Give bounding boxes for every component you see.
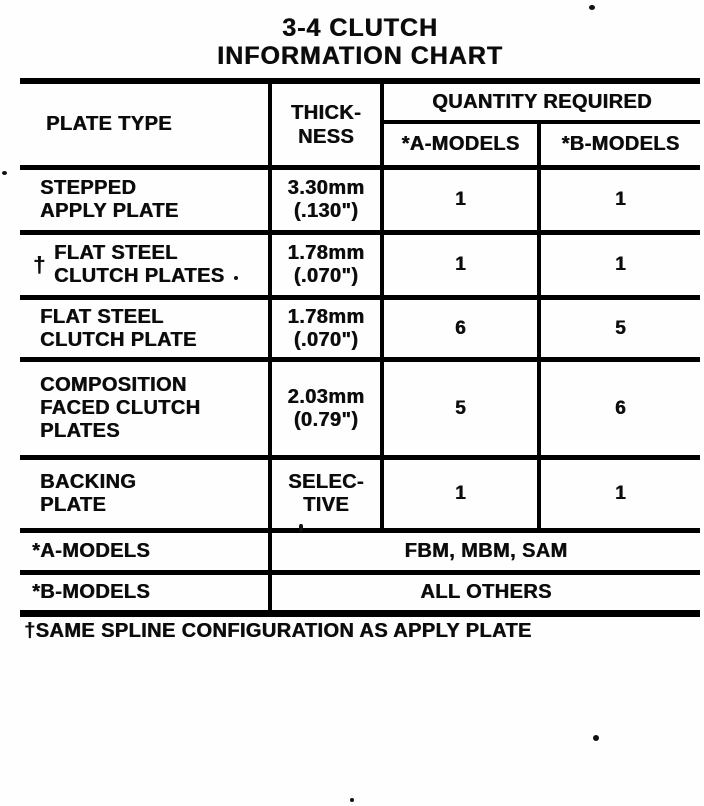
table-row: FLAT STEEL CLUTCH PLATE 1.78mm (.070") 6…: [20, 300, 700, 362]
scan-speck: [350, 798, 354, 802]
table-row-b-models: *B-MODELS ALL OTHERS: [20, 575, 700, 617]
model-value-cell: ALL OTHERS: [420, 581, 552, 603]
qty-b-cell: 1: [615, 254, 626, 275]
qty-a-cell: 1: [384, 170, 541, 230]
header-plate-type: PLATE TYPE: [20, 84, 272, 165]
qty-a-cell: 5: [384, 362, 541, 455]
thickness-cell: SELEC- TIVE: [272, 460, 384, 528]
header-quantity-group: QUANTITY REQUIRED *A-MODELS *B-MODELS: [384, 84, 700, 165]
qty-a-cell: 6: [384, 300, 541, 357]
table-row: † FLAT STEEL CLUTCH PLATES 1.78mm (.070"…: [20, 235, 700, 300]
table-row-a-models: *A-MODELS FBM, MBM, SAM: [20, 533, 700, 575]
header-quantity-subrow: *A-MODELS *B-MODELS: [384, 124, 700, 165]
thickness-cell: 2.03mm (0.79"): [272, 362, 384, 455]
table-row: STEPPED APPLY PLATE 3.30mm (.130") 1 1: [20, 170, 700, 235]
header-thickness: THICK- NESS: [272, 84, 384, 165]
scan-speck: [593, 735, 599, 741]
plate-type-cell: COMPOSITION FACED CLUTCH PLATES: [20, 362, 272, 455]
title-line-1: 3-4 CLUTCH: [282, 14, 438, 42]
qty-b-cell: 1: [615, 483, 626, 504]
clutch-information-table: PLATE TYPE THICK- NESS QUANTITY REQUIRED…: [20, 78, 700, 617]
qty-a-cell: 1: [384, 235, 541, 295]
qty-b-cell: 5: [615, 317, 626, 339]
footnote: †SAME SPLINE CONFIGURATION AS APPLY PLAT…: [24, 620, 532, 642]
plate-type-cell: STEPPED APPLY PLATE: [20, 170, 272, 230]
qty-a-cell: 1: [384, 460, 541, 528]
table-header-row: PLATE TYPE THICK- NESS QUANTITY REQUIRED…: [20, 84, 700, 170]
plate-type-cell: † FLAT STEEL CLUTCH PLATES: [20, 235, 272, 295]
scan-speck: [2, 171, 7, 175]
qty-b-cell: 6: [615, 397, 626, 419]
dagger-mark: †: [33, 252, 46, 278]
table-row: BACKING PLATE SELEC- TIVE 1 1: [20, 460, 700, 533]
page-title: 3-4 CLUTCH INFORMATION CHART: [20, 14, 700, 70]
header-a-models: *A-MODELS: [384, 124, 541, 165]
plate-type-cell: FLAT STEEL CLUTCH PLATE: [20, 300, 272, 357]
scan-speck: [589, 5, 595, 10]
scan-speck: [299, 524, 303, 532]
model-label-cell: *A-MODELS: [20, 533, 272, 570]
model-value-cell: FBM, MBM, SAM: [404, 540, 568, 562]
header-b-models: *B-MODELS: [561, 133, 680, 155]
qty-b-cell: 1: [615, 189, 626, 210]
scan-speck: [234, 276, 238, 280]
model-label-cell: *B-MODELS: [20, 575, 272, 610]
thickness-cell: 1.78mm (.070"): [272, 300, 384, 357]
table-row: COMPOSITION FACED CLUTCH PLATES 2.03mm (…: [20, 362, 700, 460]
title-line-2: INFORMATION CHART: [217, 42, 503, 70]
thickness-cell: 1.78mm (.070"): [272, 235, 384, 295]
plate-type-cell: BACKING PLATE: [20, 460, 272, 528]
header-quantity-required: QUANTITY REQUIRED: [384, 84, 700, 124]
thickness-cell: 3.30mm (.130"): [272, 170, 384, 230]
